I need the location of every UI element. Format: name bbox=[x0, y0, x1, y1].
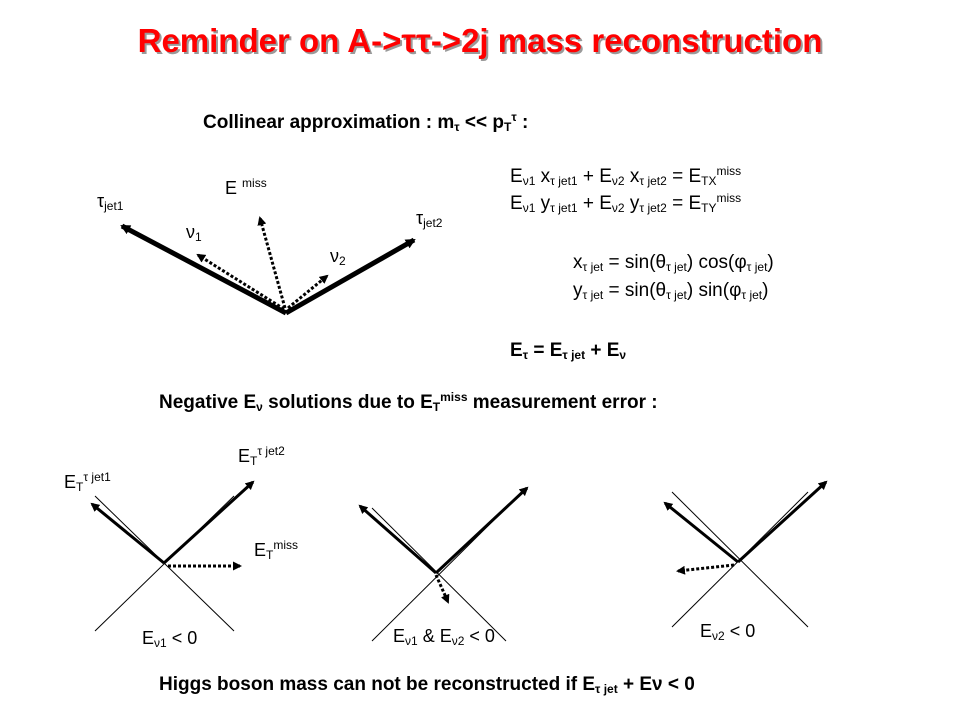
equation-y-balance: Eν1 yτ jet1 + Eν2 yτ jet2 = ETYmiss bbox=[510, 191, 742, 215]
tau-jet1-label: τjet1 bbox=[97, 191, 124, 213]
case3-jet1-arrow bbox=[663, 501, 739, 564]
case3-emiss-arrow bbox=[676, 563, 735, 575]
collinear-text: Collinear approximation : m bbox=[203, 112, 455, 133]
case2-thin-line-b bbox=[371, 507, 507, 642]
collinear-T-sub: T bbox=[503, 120, 512, 134]
nu2-arrow bbox=[287, 274, 329, 310]
higgs-conclusion: Higgs boson mass can not be reconstructe… bbox=[159, 674, 695, 696]
title-pre: Reminder on A-> bbox=[137, 22, 402, 59]
case1-jet2-arrow bbox=[162, 480, 255, 565]
case2-jet2-arrow bbox=[434, 486, 529, 575]
nu2-label: ν2 bbox=[330, 246, 346, 268]
tau-jet2-label: τjet2 bbox=[416, 208, 443, 230]
case2-jet1-arrow bbox=[358, 504, 437, 575]
case2-condition-label: Eν1 & Eν2 < 0 bbox=[393, 626, 495, 648]
case1-et-jet2-label: ETτ jet2 bbox=[238, 444, 285, 468]
nu1-label: ν1 bbox=[186, 222, 202, 244]
equation-x-balance: Eν1 xτ jet1 + Eν2 xτ jet2 = ETXmiss bbox=[510, 164, 742, 188]
emiss-arrow bbox=[257, 216, 287, 309]
equation-y-jet: yτ jet = sin(θτ jet) sin(φτ jet) bbox=[573, 280, 769, 302]
case1-et-miss-label: ETmiss bbox=[254, 538, 299, 562]
collinear-tau-sub: τ bbox=[454, 120, 460, 134]
slide-title: Reminder on A->ττ->2j mass reconstructio… bbox=[0, 22, 960, 60]
collinear-mid: << p bbox=[459, 112, 504, 133]
title-post: ->2j mass reconstruction bbox=[430, 22, 823, 59]
nu1-arrow bbox=[196, 253, 285, 311]
tau-jet1-arrow bbox=[120, 223, 288, 316]
emiss-label: E miss bbox=[225, 176, 267, 198]
negative-solutions-heading: Negative Eν solutions due to ETmiss meas… bbox=[159, 390, 658, 414]
equation-energy-sum: Eτ = Eτ jet + Eν bbox=[510, 340, 627, 362]
case1-jet1-arrow bbox=[90, 502, 165, 565]
equation-x-jet: xτ jet = sin(θτ jet) cos(φτ jet) bbox=[573, 252, 774, 274]
case3-jet2-arrow bbox=[736, 480, 828, 564]
case2-emiss-arrow bbox=[434, 574, 450, 604]
case1-et-jet1-label: ETτ jet1 bbox=[64, 470, 111, 494]
collinear-heading: Collinear approximation : mτ << pTτ : bbox=[203, 110, 528, 134]
case3-condition-label: Eν2 < 0 bbox=[700, 621, 756, 643]
tau-jet2-arrow bbox=[284, 237, 416, 316]
title-tautau: ττ bbox=[401, 22, 431, 59]
case1-condition-label: Eν1 < 0 bbox=[142, 628, 198, 650]
collinear-colon: : bbox=[516, 112, 529, 133]
collinear-tau-sup: τ bbox=[511, 110, 517, 124]
